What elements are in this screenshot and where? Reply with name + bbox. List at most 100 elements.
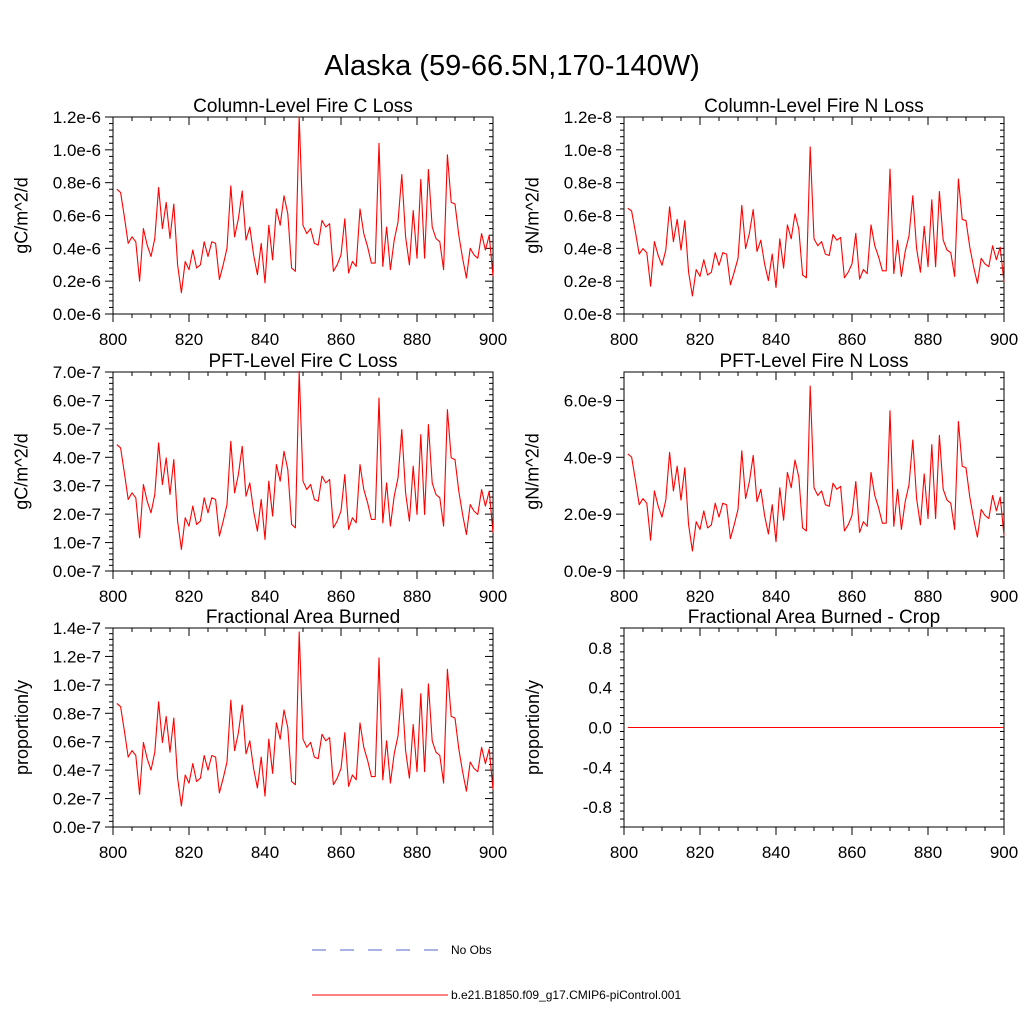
y-tick-label: 0.0e-7 [53, 818, 101, 837]
y-tick-label: 7.0e-7 [53, 363, 101, 382]
y-tick-label: 2.0e-7 [53, 505, 101, 524]
x-tick-label: 880 [914, 843, 942, 862]
y-tick-label: 0.6e-6 [53, 207, 101, 226]
y-tick-label: 0.4e-8 [564, 239, 612, 258]
x-tick-label: 900 [990, 587, 1018, 606]
x-tick-label: 860 [327, 587, 355, 606]
x-tick-label: 900 [479, 843, 507, 862]
plot-frame [623, 116, 1005, 315]
y-tick-label: 0.8e-8 [564, 174, 612, 193]
x-tick-label: 840 [251, 843, 279, 862]
x-tick-label: 860 [838, 587, 866, 606]
chart-panel-pft-n: PFT-Level Fire N Loss 800 820 840 860 880 900 0… [523, 352, 1018, 607]
y-tick-label: 0.2e-6 [53, 272, 101, 291]
x-tick-label: 860 [838, 330, 866, 349]
y-tick-label: 0.4 [588, 679, 612, 698]
chart-panel-area-crop: Fractional Area Burned - Crop 800 820 840 86… [523, 608, 1019, 863]
x-tick-label: 900 [990, 330, 1018, 349]
x-tick-label: 840 [762, 330, 790, 349]
y-tick-label: 0.4e-6 [53, 239, 101, 258]
x-tick-label: 820 [686, 843, 714, 862]
chart-title: Column-Level Fire N Loss [704, 96, 924, 117]
x-tick-label: 800 [610, 330, 638, 349]
y-tick-label: 6.0e-7 [53, 391, 101, 410]
x-tick-label: 860 [838, 843, 866, 862]
plot-frame [623, 371, 1005, 572]
y-axis-label: gC/m^2/d [11, 433, 32, 510]
x-tick-label: 880 [403, 843, 431, 862]
series-line [116, 631, 494, 807]
y-tick-label: 1.0e-6 [53, 141, 101, 160]
chart-title: Column-Level Fire C Loss [193, 96, 413, 117]
chart-panel-col-c: Column-Level Fire C Loss 800 820 840 860 880 9… [12, 97, 507, 350]
x-tick-label: 860 [327, 330, 355, 349]
y-tick-label: 0.0e-8 [564, 305, 612, 324]
y-tick-label: 1.2e-6 [53, 108, 101, 127]
chart-canvas: 800 820 840 860 880 900 0.0e-7 1.0e-7 2.0e-7 3.0e… [53, 363, 507, 606]
x-tick-label: 820 [175, 587, 203, 606]
x-tick-label: 900 [479, 587, 507, 606]
x-tick-label: 900 [990, 843, 1018, 862]
x-tick-label: 800 [99, 587, 127, 606]
y-tick-label: 1.0e-7 [53, 676, 101, 695]
y-tick-label: 0.2e-7 [53, 790, 101, 809]
chart-panel-col-n: Column-Level Fire N Loss 800 820 840 860 880 9… [523, 97, 1018, 350]
series-line [627, 146, 1005, 297]
y-axis-label: gN/m^2/d [522, 177, 543, 254]
y-tick-label: -0.8 [583, 798, 612, 817]
legend-swatches [312, 949, 448, 996]
x-tick-label: 840 [762, 587, 790, 606]
x-tick-label: 880 [914, 330, 942, 349]
y-tick-label: 0.6e-7 [53, 733, 101, 752]
y-tick-label: 6.0e-9 [564, 391, 612, 410]
x-tick-label: 840 [251, 330, 279, 349]
y-tick-label: 0.4e-7 [53, 761, 101, 780]
series-line [627, 385, 1005, 552]
y-tick-label: 0.0e-7 [53, 562, 101, 581]
y-tick-label: 1.4e-7 [53, 619, 101, 638]
y-tick-label: 1.2e-8 [564, 108, 612, 127]
legend-label-model: b.e21.B1850.f09_g17.CMIP6-piControl.001 [451, 988, 682, 1002]
x-tick-label: 800 [610, 843, 638, 862]
y-tick-label: 1.0e-7 [53, 534, 101, 553]
y-tick-label: 1.2e-7 [53, 647, 101, 666]
y-tick-label: 4.0e-7 [53, 448, 101, 467]
x-tick-label: 820 [686, 330, 714, 349]
series-line [116, 116, 494, 294]
x-tick-label: 800 [610, 587, 638, 606]
y-axis-label: proportion/y [522, 679, 543, 776]
y-axis-label: gC/m^2/d [11, 177, 32, 254]
y-tick-label: 2.0e-9 [564, 505, 612, 524]
x-tick-label: 800 [99, 330, 127, 349]
chart-panel-area: Fractional Area Burned 800 820 840 860 880 900… [12, 608, 508, 863]
x-tick-label: 840 [251, 587, 279, 606]
y-tick-label: 5.0e-7 [53, 420, 101, 439]
legend: No Obs b.e21.B1850.f09_g17.CMIP6-piContr… [312, 940, 732, 1010]
x-tick-label: 860 [327, 843, 355, 862]
chart-panel-pft-c: PFT-Level Fire C Loss 800 820 840 860 880 900 0… [12, 352, 507, 607]
y-tick-label: 0.6e-8 [564, 207, 612, 226]
y-tick-label: 3.0e-7 [53, 477, 101, 496]
chart-title: Fractional Area Burned [205, 607, 401, 628]
y-tick-label: 0.0e-6 [53, 305, 101, 324]
y-tick-label: 0.2e-8 [564, 272, 612, 291]
x-tick-label: 880 [914, 587, 942, 606]
x-tick-label: 820 [175, 843, 203, 862]
page-title: Alaska (59-66.5N,170-140W) [324, 50, 700, 82]
x-tick-label: 840 [762, 843, 790, 862]
y-tick-label: 0.0 [588, 719, 612, 738]
y-axis-label: proportion/y [11, 679, 32, 776]
x-tick-label: 880 [403, 330, 431, 349]
x-tick-label: 900 [479, 330, 507, 349]
x-tick-label: 820 [686, 587, 714, 606]
x-tick-label: 820 [175, 330, 203, 349]
chart-title: PFT-Level Fire C Loss [208, 351, 398, 372]
x-tick-label: 880 [403, 587, 431, 606]
series-line [116, 370, 494, 550]
chart-canvas: 800 820 840 860 880 900 0.0e-6 0.2e-6 0.4e-6 0.6e… [53, 108, 507, 349]
chart-title: Fractional Area Burned - Crop [687, 607, 941, 628]
chart-canvas: 800 820 840 860 880 900 0.0e-9 2.0e-9 4.0e-9 6.0e… [564, 371, 1018, 606]
chart-canvas: 800 820 840 860 880 900 0.0e-7 0.2e-7 0.4e-7 0.6e… [53, 619, 507, 862]
y-axis-label: gN/m^2/d [522, 433, 543, 510]
legend-label-no-obs: No Obs [451, 943, 492, 957]
